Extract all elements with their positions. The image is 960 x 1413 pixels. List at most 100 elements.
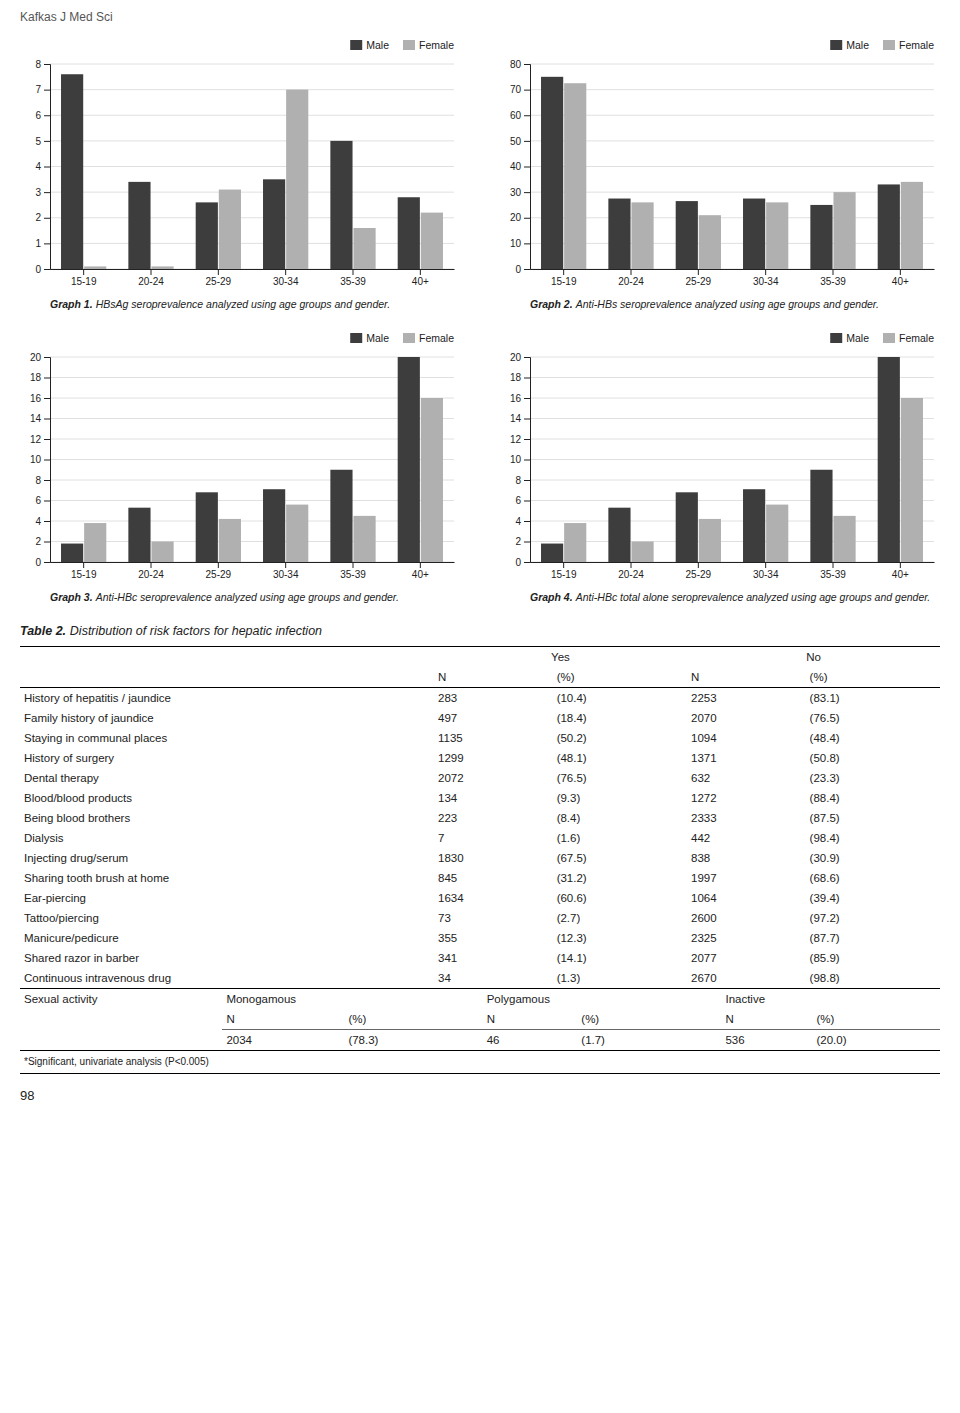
legend-item: Male xyxy=(830,332,869,344)
legend-label: Female xyxy=(899,332,934,344)
tick-mark xyxy=(524,141,530,142)
chart: 0246810121416182015-1920-2425-2930-3435-… xyxy=(490,323,950,588)
table-row: Continuous intravenous drug34(1.3)2670(9… xyxy=(20,968,940,988)
tick-label: 30-34 xyxy=(273,569,299,580)
tick-mark xyxy=(563,269,564,275)
grid-line xyxy=(50,217,454,218)
table-value: 7 xyxy=(434,828,553,848)
table-value: 134 xyxy=(434,788,553,808)
table-value: 632 xyxy=(687,768,806,788)
tick: 20 xyxy=(510,212,530,223)
tick-label: 15-19 xyxy=(551,276,577,287)
tick-mark xyxy=(44,141,50,142)
tick-label: 40+ xyxy=(412,569,429,580)
table-value: (39.4) xyxy=(806,888,940,908)
tick-label: 0 xyxy=(35,557,41,568)
table-value: (68.6) xyxy=(806,868,940,888)
tick-label: 80 xyxy=(510,59,522,70)
tick: 7 xyxy=(35,84,50,95)
table-value: 1135 xyxy=(434,728,553,748)
bar xyxy=(196,492,218,562)
legend-label: Female xyxy=(899,39,934,51)
tick-mark xyxy=(524,501,530,502)
tick-label: 6 xyxy=(35,110,41,121)
tick-label: 20 xyxy=(510,212,522,223)
table-value: 442 xyxy=(687,828,806,848)
row-label: Injecting drug/serum xyxy=(20,848,434,868)
bar xyxy=(128,508,150,562)
tick: 0 xyxy=(35,557,50,568)
legend-item: Female xyxy=(403,332,454,344)
bar xyxy=(84,523,106,562)
bar xyxy=(833,192,855,269)
chart: 0102030405060708015-1920-2425-2930-3435-… xyxy=(490,30,950,295)
tick-label: 0 xyxy=(35,264,41,275)
table-value: (87.5) xyxy=(806,808,940,828)
tick-label: 2 xyxy=(515,536,521,547)
tick-label: 4 xyxy=(515,516,521,527)
table-value: (78.3) xyxy=(344,1030,482,1051)
grid-line xyxy=(50,269,454,270)
axis-line xyxy=(531,269,935,270)
grid xyxy=(530,64,934,269)
table-row: Ear-piercing1634(60.6)1064(39.4) xyxy=(20,888,940,908)
tick: 20-24 xyxy=(138,269,164,287)
tick-mark xyxy=(44,542,50,543)
tick-label: 16 xyxy=(510,393,522,404)
tick-label: 16 xyxy=(30,393,42,404)
tick-label: 8 xyxy=(515,475,521,486)
legend-swatch xyxy=(403,333,415,343)
page: Kafkas J Med Sci01234567815-1920-2425-29… xyxy=(0,0,960,1117)
tick-mark xyxy=(524,243,530,244)
legend-label: Male xyxy=(366,39,389,51)
caption-label: Graph 2. xyxy=(530,298,573,310)
bar xyxy=(330,141,352,269)
table-value: 1064 xyxy=(687,888,806,908)
tick-mark xyxy=(524,562,530,563)
table-value: (50.2) xyxy=(553,728,687,748)
bar xyxy=(421,398,443,562)
bar xyxy=(810,470,832,562)
tick-label: 10 xyxy=(510,454,522,465)
table-value: 1371 xyxy=(687,748,806,768)
grid-line xyxy=(530,562,934,563)
tick-mark xyxy=(44,357,50,358)
page-number: 98 xyxy=(0,1074,960,1117)
tick-mark xyxy=(44,562,50,563)
tick: 50 xyxy=(510,136,530,147)
tick-mark xyxy=(44,480,50,481)
subcolumn-header: N xyxy=(222,1009,344,1030)
grid-line xyxy=(530,357,934,358)
grid-line xyxy=(50,377,454,378)
tick: 10 xyxy=(510,454,530,465)
row-label: History of surgery xyxy=(20,748,434,768)
tick-mark xyxy=(44,269,50,270)
tick-label: 30-34 xyxy=(753,276,779,287)
table-value: 2034 xyxy=(222,1030,344,1051)
grid-line xyxy=(530,192,934,193)
tick: 20-24 xyxy=(618,269,644,287)
tick-label: 20-24 xyxy=(618,569,644,580)
tick-mark xyxy=(524,521,530,522)
table-title: Table 2.Distribution of risk factors for… xyxy=(20,624,940,638)
tick-label: 14 xyxy=(30,413,42,424)
grid-line xyxy=(530,89,934,90)
tick-label: 25-29 xyxy=(686,569,712,580)
table-value: 283 xyxy=(434,688,553,709)
table-value: 1830 xyxy=(434,848,553,868)
y-axis: 02468101214161820 xyxy=(30,352,51,568)
bar xyxy=(398,357,420,562)
subcolumn-header: (%) xyxy=(553,667,687,688)
table-value: (2.7) xyxy=(553,908,687,928)
tick: 40 xyxy=(510,161,530,172)
bar xyxy=(699,519,721,562)
chart: 0246810121416182015-1920-2425-2930-3435-… xyxy=(10,323,470,588)
table-value: (67.5) xyxy=(553,848,687,868)
table-value: 845 xyxy=(434,868,553,888)
header: Kafkas J Med Sci xyxy=(0,0,960,30)
tick: 15-19 xyxy=(71,269,97,287)
table-value: (18.4) xyxy=(553,708,687,728)
tick-label: 15-19 xyxy=(71,276,97,287)
tick: 30 xyxy=(510,187,530,198)
tick: 30-34 xyxy=(753,269,779,287)
